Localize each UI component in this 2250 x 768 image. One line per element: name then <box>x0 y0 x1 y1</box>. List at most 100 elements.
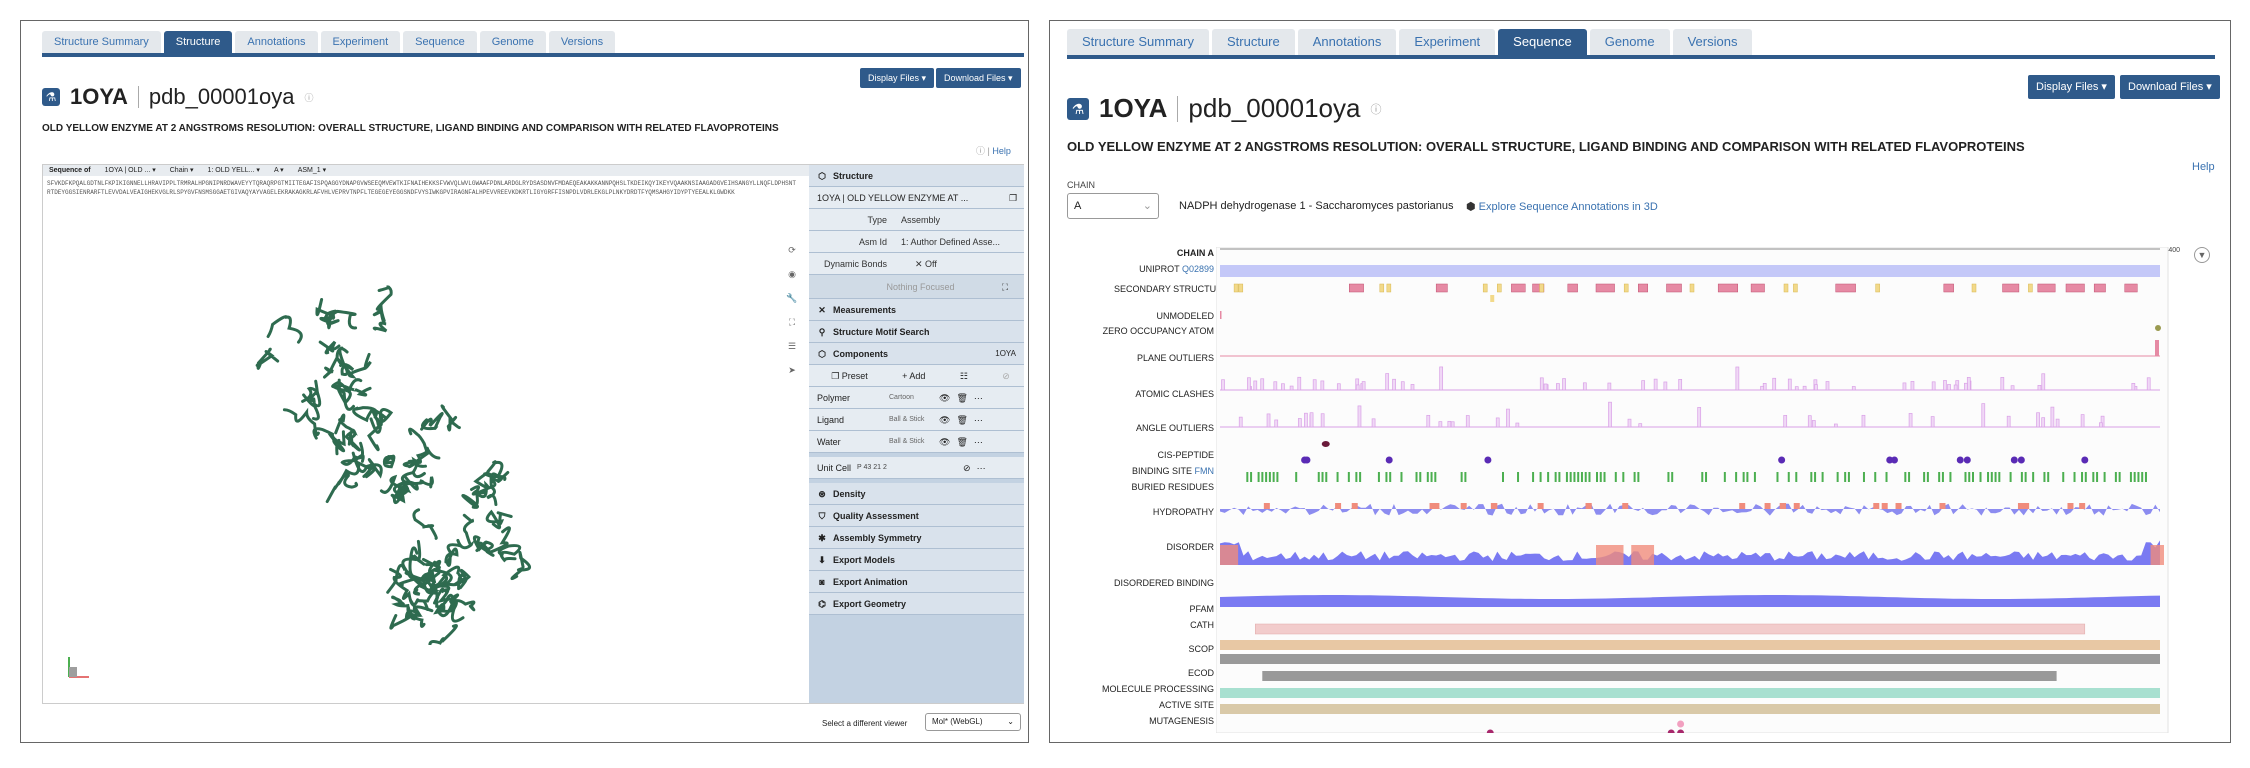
delete-icon[interactable]: 🗑 <box>956 392 968 403</box>
copy-icon[interactable]: ❐ <box>1008 192 1018 203</box>
hydropathy-positive <box>1881 503 1888 509</box>
tab-annotations[interactable]: Annotations <box>1297 29 1397 55</box>
display-files-button[interactable]: Display Files ▾ <box>2028 75 2115 99</box>
unit-cell-row[interactable]: Unit Cell P 43 21 2 ⊘ ⋯ <box>809 457 1024 479</box>
info-icon[interactable]: ⓘ <box>1370 103 1382 116</box>
display-files-button[interactable]: Display Files ▾ <box>860 68 935 88</box>
collapse-icon[interactable]: ▼ <box>2194 247 2210 263</box>
density-section[interactable]: ⊛ Density <box>809 483 1024 505</box>
info-icon: ⓘ | <box>976 146 993 156</box>
structure-header[interactable]: ⬡ Structure <box>809 165 1024 187</box>
chain-select[interactable]: Chain ▾ <box>169 167 194 174</box>
angle-outlier-mark <box>1297 418 1302 428</box>
more-icon[interactable]: ⋯ <box>976 462 986 473</box>
entity-select[interactable]: 1OYA | OLD ... ▾ <box>104 167 156 174</box>
export-animation-section[interactable]: ◙ Export Animation <box>809 571 1024 593</box>
structure-entry[interactable]: 1OYA | OLD YELLOW ENZYME AT ... ❐ <box>809 187 1024 209</box>
helix-mark <box>2037 283 2056 293</box>
disabled-icon[interactable]: ⊘ <box>1002 370 1010 381</box>
protein-chain-segment <box>309 379 320 421</box>
quality-section[interactable]: ⛉ Quality Assessment <box>809 505 1024 527</box>
download-files-button[interactable]: Download Files ▾ <box>2120 75 2220 99</box>
strand-mark <box>1497 283 1502 293</box>
symmetry-section[interactable]: ✱ Assembly Symmetry <box>809 527 1024 549</box>
chain-select[interactable]: A ⌄ <box>1067 193 1159 219</box>
molstar-viewer[interactable]: Sequence of 1OYA | OLD ... ▾ Chain ▾ 1: … <box>42 164 1024 704</box>
buried-residue-mark <box>1389 472 1392 482</box>
buried-residue-mark <box>1701 472 1704 482</box>
export-geometry-section[interactable]: ⌬ Export Geometry <box>809 593 1024 615</box>
delete-icon[interactable]: 🗑 <box>956 436 968 447</box>
wrench-icon[interactable]: 🔧 <box>786 293 798 303</box>
more-icon[interactable]: ⋯ <box>973 414 983 425</box>
visibility-icon[interactable]: 👁 <box>939 414 951 425</box>
ligand-row[interactable]: Ligand Ball & Stick 👁 🗑 ⋯ <box>809 409 1024 431</box>
buried-residue-mark <box>1964 472 1967 482</box>
download-files-button[interactable]: Download Files ▾ <box>936 68 1021 88</box>
polymer-row[interactable]: Polymer Cartoon 👁 🗑 ⋯ <box>809 387 1024 409</box>
more-icon[interactable]: ⋯ <box>973 392 983 403</box>
preset-button[interactable]: ❐ Preset <box>831 370 868 381</box>
visibility-icon[interactable]: 👁 <box>939 436 951 447</box>
info-icon[interactable]: ⓘ <box>304 92 314 103</box>
visibility-icon[interactable]: 👁 <box>939 392 951 403</box>
tab-sequence[interactable]: Sequence <box>403 31 477 53</box>
tab-versions[interactable]: Versions <box>548 31 616 53</box>
more-icon[interactable]: ⋯ <box>973 436 983 447</box>
viewer-select[interactable]: Mol* (WebGL) ⌄ <box>925 713 1021 731</box>
expand-icon[interactable]: ⛶ <box>788 317 796 327</box>
measurements-section[interactable]: ✕ Measurements <box>809 299 1024 321</box>
hidden-icon[interactable]: ⊘ <box>963 462 971 473</box>
tab-genome[interactable]: Genome <box>479 31 546 53</box>
hydropathy-positive <box>1793 503 1800 509</box>
type-row[interactable]: Type Assembly <box>809 209 1024 231</box>
dynamic-bonds-row[interactable]: Dynamic Bonds ✕ Off <box>809 253 1024 275</box>
add-button[interactable]: + Add <box>902 370 926 381</box>
components-section[interactable]: ⬡ Components 1OYA <box>809 343 1024 365</box>
fmn-link[interactable]: FMN <box>1194 466 1215 476</box>
protein-chain-segment <box>325 472 359 504</box>
track-label-unmodeled: UNMODELED <box>1156 311 1214 321</box>
tab-sequence[interactable]: Sequence <box>1498 29 1587 55</box>
help-link[interactable]: Help <box>2192 161 2215 173</box>
tab-structure[interactable]: Structure <box>1211 29 1295 55</box>
motif-search-section[interactable]: ⚲ Structure Motif Search <box>809 321 1024 343</box>
tab-experiment[interactable]: Experiment <box>1399 29 1496 55</box>
export-models-section[interactable]: ⬇ Export Models <box>809 549 1024 571</box>
extended-id: pdb_00001oya <box>1188 93 1361 123</box>
focus-row[interactable]: Nothing Focused ⛶ <box>809 275 1024 299</box>
tab-experiment[interactable]: Experiment <box>320 31 401 53</box>
reset-icon[interactable]: ⟳ <box>788 245 796 255</box>
structure-view-panel: Structure Summary Structure Annotations Exp… <box>20 20 1029 743</box>
protein-chain-segment <box>477 526 511 557</box>
tab-annotations[interactable]: Annotations <box>235 31 318 53</box>
binding-site-mark <box>1484 456 1492 464</box>
tab-structure-summary[interactable]: Structure Summary <box>1067 29 1209 55</box>
cube-icon: ⬢ <box>1466 201 1479 213</box>
explore-3d-link[interactable]: ⬢ Explore Sequence Annotations in 3D <box>1466 201 1658 213</box>
delete-icon[interactable]: 🗑 <box>956 414 968 425</box>
asym-select[interactable]: A ▾ <box>273 167 284 174</box>
uniprot-link[interactable]: Q02899 <box>1181 264 1214 274</box>
assembly-select[interactable]: ASM_1 ▾ <box>297 167 327 174</box>
buried-residue-mark <box>1268 472 1271 482</box>
tab-structure[interactable]: Structure <box>163 31 233 53</box>
sequence-tracks[interactable] <box>1216 247 2216 733</box>
protein-chain-segment <box>456 513 475 550</box>
tab-versions[interactable]: Versions <box>1672 29 1753 55</box>
chain-value-select[interactable]: 1: OLD YELL... ▾ <box>207 167 260 174</box>
mutagenesis-mark <box>1486 729 1494 733</box>
tab-structure-summary[interactable]: Structure Summary <box>42 31 161 53</box>
protein-cartoon[interactable] <box>223 275 553 645</box>
water-row[interactable]: Water Ball & Stick 👁 🗑 ⋯ <box>809 431 1024 453</box>
select-mode-icon[interactable]: ➤ <box>788 365 796 375</box>
asm-id-row[interactable]: Asm Id 1: Author Defined Asse... <box>809 231 1024 253</box>
help-link[interactable]: ⓘ | Help <box>976 146 1011 156</box>
focus-icon[interactable]: ⛶ <box>1001 281 1009 292</box>
chain-label: CHAIN <box>1067 180 1096 190</box>
options-icon[interactable]: ☷ <box>959 370 968 381</box>
sequence-text[interactable]: SFVKDFKPQALGDTNLFKPIKIGNNELLHRAVIPPLTRMR… <box>47 180 796 196</box>
tab-genome[interactable]: Genome <box>1589 29 1670 55</box>
screenshot-icon[interactable]: ◉ <box>788 269 796 279</box>
settings-icon[interactable]: ☰ <box>787 341 797 351</box>
